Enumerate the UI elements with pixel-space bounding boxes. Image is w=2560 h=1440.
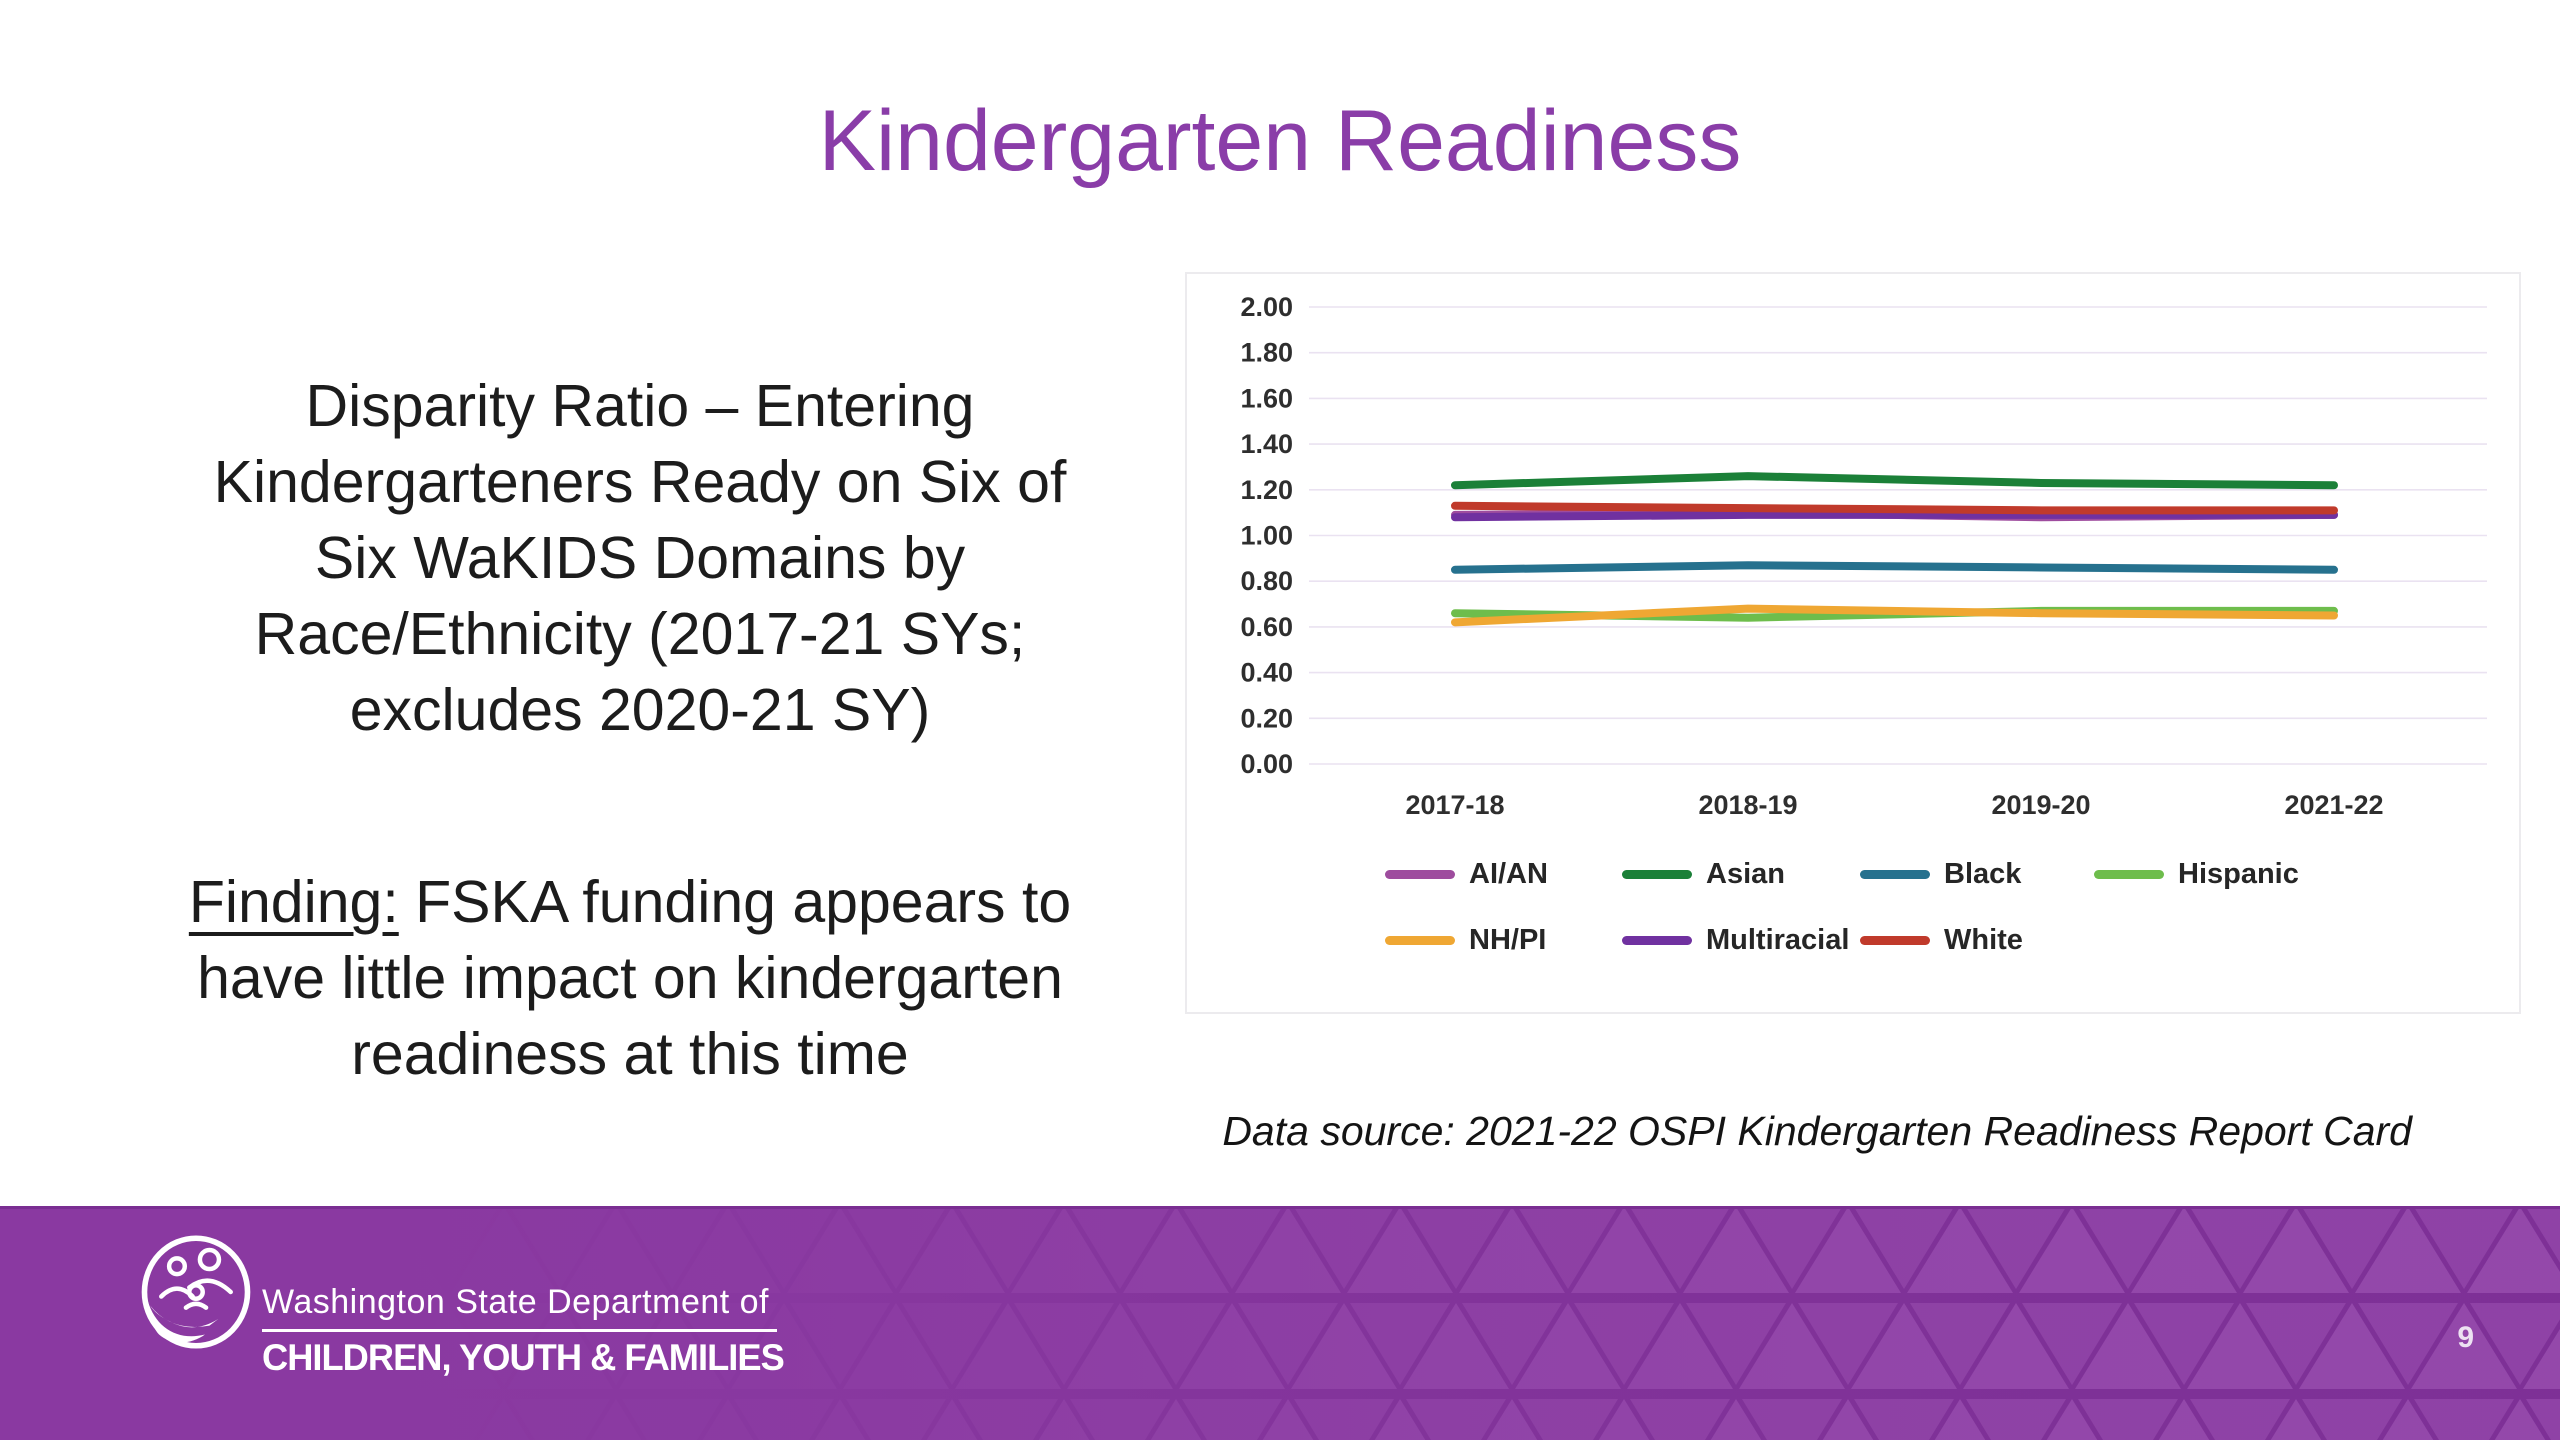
legend-label: Multiracial: [1706, 923, 1850, 956]
finding-line: have little impact on kindergarten: [197, 945, 1063, 1011]
legend-swatch: [1385, 935, 1455, 945]
y-axis-tick-label: 1.00: [1240, 521, 1293, 551]
description-line: Kindergarteners Ready on Six of: [213, 449, 1067, 515]
page-title: Kindergarten Readiness: [818, 93, 1742, 189]
legend-item-ai-an: AI/AN: [1385, 856, 1548, 892]
legend-item-nh-pi: NH/PI: [1385, 922, 1546, 958]
y-axis-tick-label: 1.40: [1240, 429, 1293, 459]
y-axis-tick-label: 0.40: [1240, 658, 1293, 688]
legend-item-white: White: [1860, 922, 2023, 958]
legend-label: White: [1944, 923, 2023, 956]
y-axis-tick-label: 1.80: [1240, 338, 1293, 368]
description-line: Six WaKIDS Domains by: [314, 525, 966, 591]
series-line-asian: [1451, 472, 2338, 490]
series-line-black: [1451, 561, 2338, 574]
legend-swatch: [1860, 869, 1930, 879]
legend-swatch: [1385, 869, 1455, 879]
legend-label: Hispanic: [2178, 857, 2299, 890]
y-axis-tick-label: 1.20: [1240, 475, 1293, 505]
legend-label: Black: [1944, 857, 2022, 890]
x-axis-tick-label: 2019-20: [1991, 790, 2090, 820]
legend-swatch: [2094, 869, 2164, 879]
description-line: excludes 2020-21 SY): [349, 677, 931, 743]
finding-label: Finding:: [188, 869, 399, 935]
y-axis-tick-label: 2.00: [1240, 292, 1293, 322]
legend-label: AI/AN: [1469, 857, 1548, 890]
dcyf-logo: [141, 1235, 251, 1349]
y-axis-tick-label: 0.00: [1240, 749, 1293, 779]
description-line: Disparity Ratio – Entering: [305, 373, 975, 439]
x-axis-tick-label: 2018-19: [1698, 790, 1797, 820]
y-axis-tick-label: 0.60: [1240, 612, 1293, 642]
footer-band: Washington State Department of CHILDREN,…: [0, 1206, 2560, 1440]
finding-line: Finding: FSKA funding appears to: [60, 864, 1200, 940]
legend-swatch: [1622, 935, 1692, 945]
page-number: 9: [2457, 1321, 2474, 1354]
y-axis-tick-label: 1.60: [1240, 383, 1293, 413]
legend-label: Asian: [1706, 857, 1785, 890]
y-axis-tick-label: 0.20: [1240, 703, 1293, 733]
data-source-note: Data source: 2021-22 OSPI Kindergarten R…: [1222, 1108, 2412, 1154]
org-name-line2: CHILDREN, YOUTH & FAMILIES: [262, 1337, 785, 1378]
org-name-line1: Washington State Department of: [262, 1283, 770, 1321]
description-line: Race/Ethnicity (2017-21 SYs;: [254, 601, 1026, 667]
finding-text: Finding: FSKA funding appears to have li…: [60, 864, 1200, 1092]
legend-item-asian: Asian: [1622, 856, 1785, 892]
legend-item-black: Black: [1860, 856, 2021, 892]
legend-label: NH/PI: [1469, 923, 1547, 956]
y-axis-tick-label: 0.80: [1240, 566, 1293, 596]
series-line-white: [1451, 501, 2338, 515]
finding-line1-rest: FSKA funding appears to: [398, 869, 1072, 935]
legend-swatch: [1860, 935, 1930, 945]
legend-item-hispanic: Hispanic: [2094, 856, 2299, 892]
series-line-multiracial: [1451, 510, 2338, 522]
legend-item-multiracial: Multiracial: [1622, 922, 1849, 958]
chart-plot-area: 0.00 0.20 0.40 0.60 0.80 1.00 1.20 1.40 1.60 1.80…: [1240, 292, 2487, 820]
series-line-nh-pi: [1451, 604, 2338, 627]
org-name-block: Washington State Department of CHILDREN,…: [262, 1283, 785, 1379]
disparity-ratio-line-chart: 0.00 0.20 0.40 0.60 0.80 1.00 1.20 1.40 1.60 1.80…: [1185, 272, 2521, 1014]
footer-pattern-fade: [0, 1209, 2560, 1440]
x-axis-tick-label: 2017-18: [1405, 790, 1504, 820]
legend-swatch: [1622, 869, 1692, 879]
finding-line: readiness at this time: [351, 1021, 909, 1087]
chart-description-text: Disparity Ratio – Entering Kindergartene…: [80, 368, 1200, 748]
org-divider-line: [262, 1329, 777, 1332]
x-axis-tick-label: 2021-22: [2284, 790, 2383, 820]
